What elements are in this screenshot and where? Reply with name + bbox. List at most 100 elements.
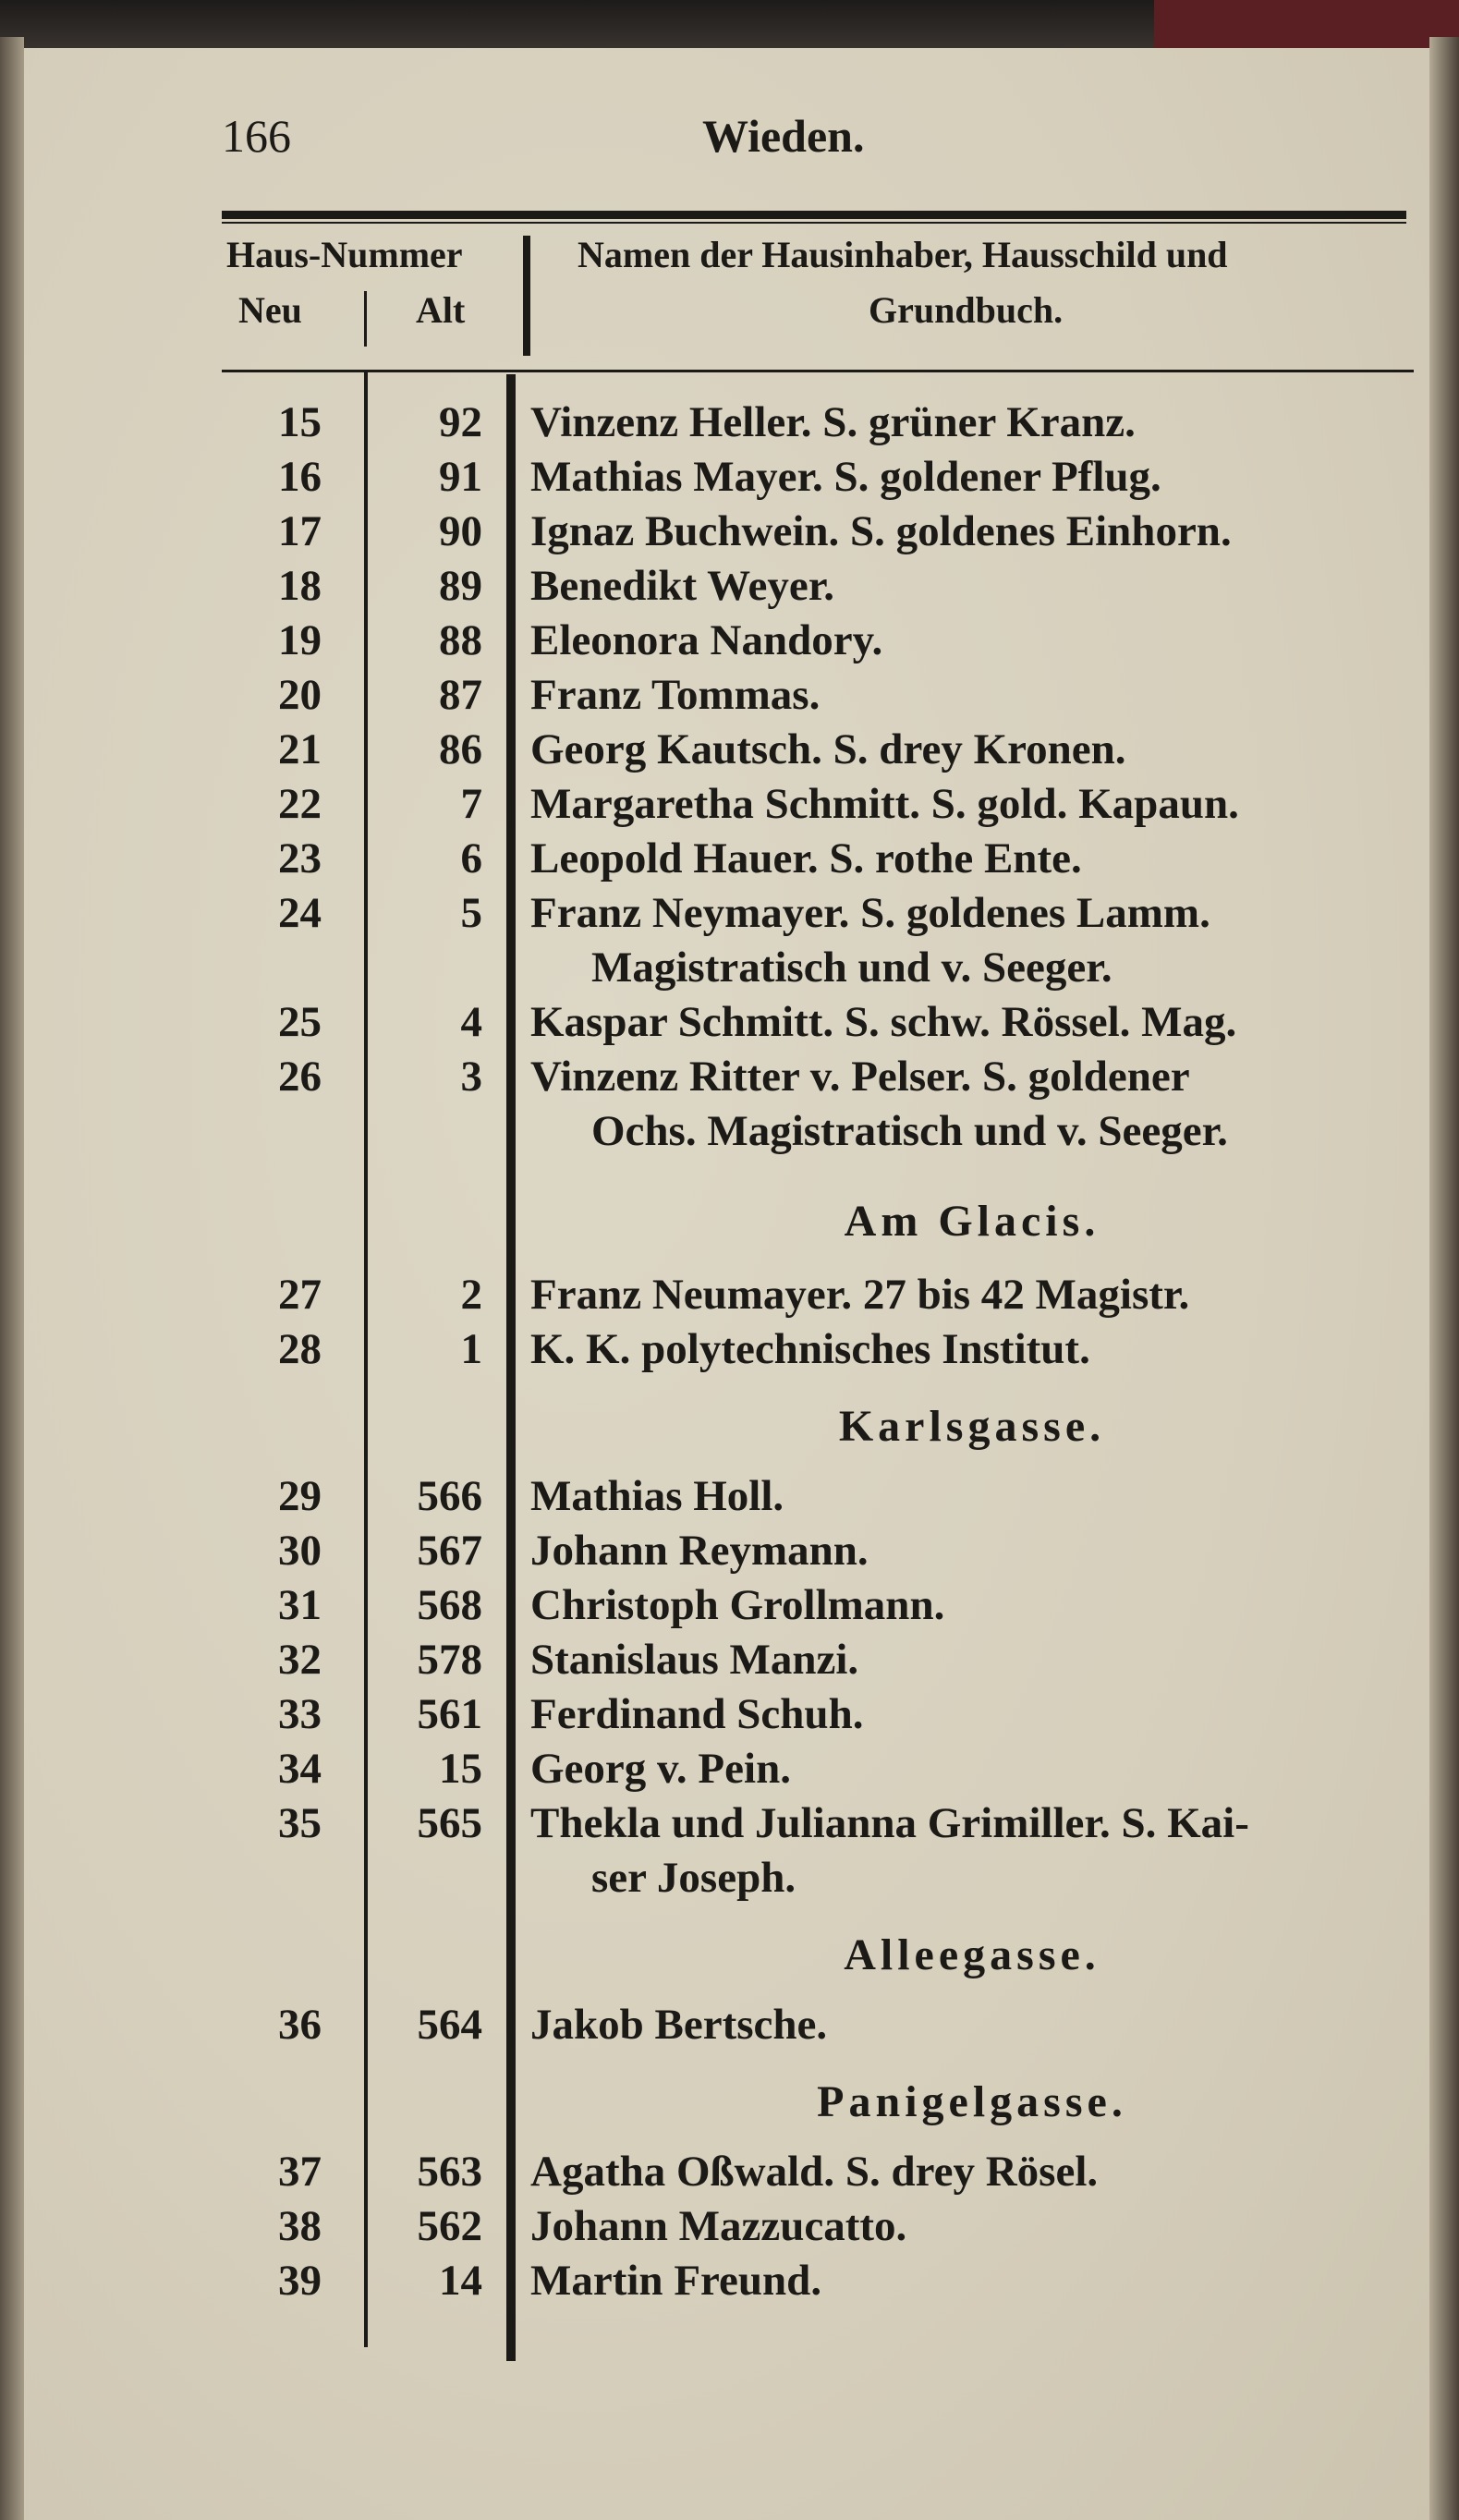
owner-and-sign: Martin Freund. (530, 2257, 822, 2305)
register-entry: 35 565 Thekla und Julianna Grimiller. S. K… (222, 1796, 1414, 1851)
register-entry: 17 90 Ignaz Buchwein. S. goldenes Einhorn. (222, 505, 1414, 559)
new-number: 37 (278, 2148, 322, 2196)
page-number: 166 (222, 110, 291, 162)
new-number: 16 (278, 453, 322, 501)
owner-and-sign: Stanislaus Manzi. (530, 1636, 859, 1684)
header-rule-thin (222, 222, 1406, 224)
owner-and-sign: Vinzenz Ritter v. Pelser. S. goldener (530, 1053, 1190, 1101)
column-divider-thin (364, 370, 368, 2347)
old-number: 561 (417, 1690, 483, 1738)
register-entry: 28 1 K. K. polytechnisches Institut. (222, 1322, 1414, 1377)
register-entry: 16 91 Mathias Mayer. S. goldener Pflug. (222, 450, 1414, 505)
new-number: 19 (278, 616, 322, 664)
old-number: 1 (460, 1325, 483, 1373)
page (20, 48, 1434, 2520)
old-number: 564 (417, 2001, 483, 2049)
street-name: Alleegasse. (844, 1930, 1100, 1979)
old-number: 15 (439, 1745, 482, 1793)
new-number: 33 (278, 1690, 322, 1738)
owner-and-sign: Kaspar Schmitt. S. schw. Rössel. Mag. (530, 998, 1237, 1046)
register-entry: 22 7 Margaretha Schmitt. S. gold. Kapaun. (222, 777, 1414, 832)
owner-and-sign: Jakob Bertsche. (530, 2001, 828, 2049)
old-number: 565 (417, 1799, 483, 1847)
column-header-new: Neu (238, 289, 302, 331)
page-left-edge (0, 37, 24, 2520)
register-entry: 20 87 Franz Tommas. (222, 668, 1414, 723)
owner-and-sign: Georg Kautsch. S. drey Kronen. (530, 725, 1126, 773)
old-number: 14 (439, 2257, 482, 2305)
house-register-list: 15 92 Vinzenz Heller. S. grüner Kranz. 16 91… (222, 396, 1414, 2308)
owner-and-sign: Margaretha Schmitt. S. gold. Kapaun. (530, 780, 1239, 828)
old-number: 568 (417, 1581, 483, 1629)
new-number: 15 (278, 398, 322, 446)
old-number: 7 (460, 780, 483, 828)
new-number: 21 (278, 725, 322, 773)
owner-and-sign: Mathias Mayer. S. goldener Pflug. (530, 453, 1161, 501)
running-head: Wieden. (702, 110, 865, 162)
old-number: 566 (417, 1472, 483, 1520)
new-number: 23 (278, 834, 322, 883)
new-number: 27 (278, 1271, 322, 1319)
new-number: 22 (278, 780, 322, 828)
owner-and-sign: Ignaz Buchwein. S. goldenes Einhorn. (530, 507, 1232, 555)
street-heading: Am Glacis. (222, 1159, 1414, 1268)
owner-and-sign: Thekla und Julianna Grimiller. S. Kai- (530, 1799, 1249, 1847)
register-entry: 21 86 Georg Kautsch. S. drey Kronen. (222, 723, 1414, 777)
new-number: 36 (278, 2001, 322, 2049)
table-top-rule (222, 370, 1414, 372)
owner-and-sign: Johann Mazzucatto. (530, 2202, 907, 2250)
new-number: 24 (278, 889, 322, 937)
street-heading: Karlsgasse. (222, 1377, 1414, 1469)
register-entry: 37 563 Agatha Oßwald. S. drey Rösel. (222, 2145, 1414, 2199)
column-header-names-line2: Grundbuch. (869, 289, 1064, 331)
new-number: 31 (278, 1581, 322, 1629)
old-number: 92 (439, 398, 482, 446)
register-entry: 33 561 Ferdinand Schuh. (222, 1687, 1414, 1742)
header-divider-thin (364, 291, 367, 347)
new-number: 35 (278, 1799, 322, 1847)
register-entry: 30 567 Johann Reymann. (222, 1524, 1414, 1578)
register-entry: 25 4 Kaspar Schmitt. S. schw. Rössel. Mag. (222, 995, 1414, 1050)
register-entry: 31 568 Christoph Grollmann. (222, 1578, 1414, 1633)
owner-and-sign: Magistratisch und v. Seeger. (591, 943, 1112, 992)
register-entry: 15 92 Vinzenz Heller. S. grüner Kranz. (222, 396, 1414, 450)
new-number: 32 (278, 1636, 322, 1684)
old-number: 91 (439, 453, 482, 501)
new-number: 25 (278, 998, 322, 1046)
column-header-house-number: Haus-Nummer (226, 234, 463, 275)
old-number: 3 (460, 1053, 483, 1101)
owner-and-sign: Franz Tommas. (530, 671, 821, 719)
old-number: 562 (417, 2202, 483, 2250)
register-entry: 29 566 Mathias Holl. (222, 1469, 1414, 1524)
register-entry: 34 15 Georg v. Pein. (222, 1742, 1414, 1796)
owner-and-sign: Mathias Holl. (530, 1472, 784, 1520)
column-header-names-line1: Namen der Hausinhaber, Hausschild und (578, 234, 1228, 275)
old-number: 567 (417, 1527, 483, 1575)
old-number: 578 (417, 1636, 483, 1684)
owner-and-sign: ser Joseph. (591, 1854, 796, 1902)
owner-and-sign: Franz Neumayer. 27 bis 42 Magistr. (530, 1271, 1190, 1319)
old-number: 6 (460, 834, 483, 883)
new-number: 26 (278, 1053, 322, 1101)
old-number: 89 (439, 562, 482, 610)
owner-and-sign: Vinzenz Heller. S. grüner Kranz. (530, 398, 1136, 446)
new-number: 29 (278, 1472, 322, 1520)
new-number: 30 (278, 1527, 322, 1575)
register-entry: 26 3 Vinzenz Ritter v. Pelser. S. goldener (222, 1050, 1414, 1104)
register-entry: 32 578 Stanislaus Manzi. (222, 1633, 1414, 1687)
header-rule (222, 211, 1406, 219)
register-entry: 19 88 Eleonora Nandory. (222, 614, 1414, 668)
register-entry: 39 14 Martin Freund. (222, 2254, 1414, 2308)
entry-continuation: ser Joseph. (222, 1851, 1414, 1905)
page-right-edge (1429, 37, 1459, 2520)
register-entry: 38 562 Johann Mazzucatto. (222, 2199, 1414, 2254)
register-entry: 24 5 Franz Neymayer. S. goldenes Lamm. (222, 886, 1414, 941)
street-heading: Panigelgasse. (222, 2052, 1414, 2145)
old-number: 90 (439, 507, 482, 555)
street-heading: Alleegasse. (222, 1905, 1414, 1998)
column-divider-thick (506, 374, 516, 2361)
owner-and-sign: Georg v. Pein. (530, 1745, 791, 1793)
owner-and-sign: Eleonora Nandory. (530, 616, 883, 664)
old-number: 2 (460, 1271, 483, 1319)
register-entry: 27 2 Franz Neumayer. 27 bis 42 Magistr. (222, 1268, 1414, 1322)
